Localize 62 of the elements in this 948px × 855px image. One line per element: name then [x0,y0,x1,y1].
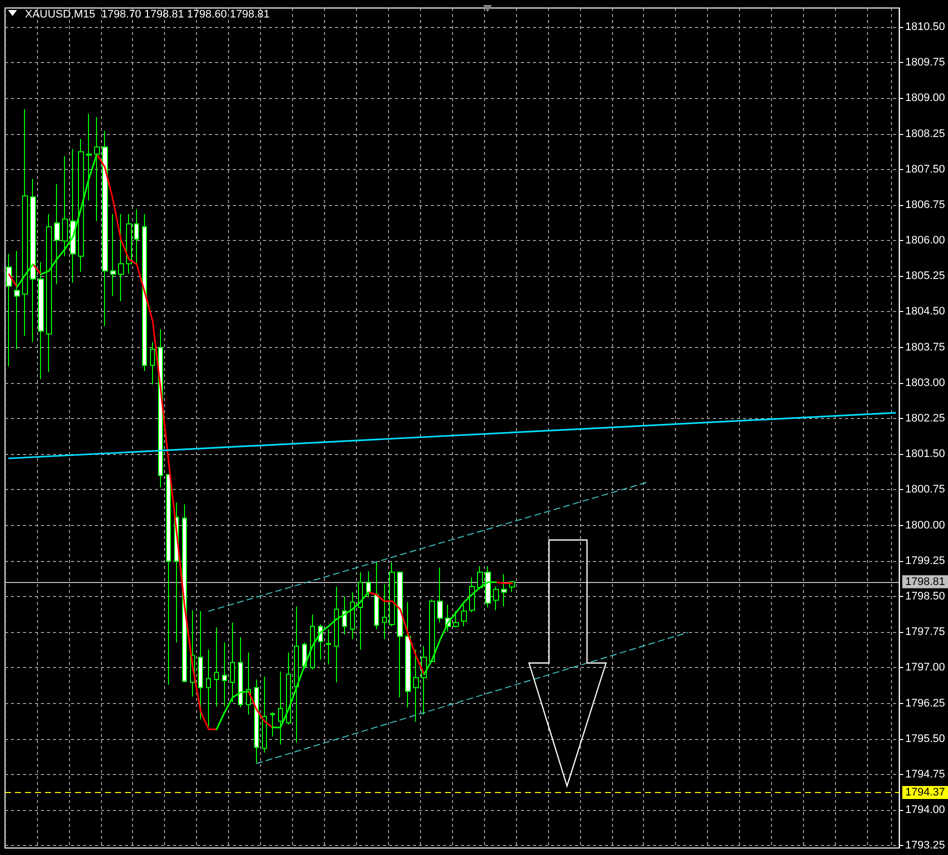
candlestick [382,584,387,640]
y-tick-label: 1797.00 [905,662,946,674]
candlestick [182,504,187,683]
y-tick-label: 1797.75 [905,626,946,638]
y-tick-label: 1807.50 [905,163,946,176]
y-tick-label: 1796.25 [905,697,946,710]
candlestick [262,676,267,754]
candlestick [198,610,203,720]
candlestick [286,652,291,726]
candlestick [493,586,499,611]
candlestick [214,626,219,708]
line-series [96,153,218,730]
y-tick-label: 1806.00 [905,234,946,247]
y-tick-label: 1809.00 [905,92,946,104]
candlestick [150,342,155,385]
candlestick [397,570,403,698]
y-tick-label: 1794.75 [905,768,946,780]
y-tick-label: 1800.00 [905,519,946,532]
y-tick-label: 1808.25 [905,128,946,140]
candlestick [453,610,459,628]
chart-title: XAUUSD,M15 1798.70 1798.81 1798.60 1798.81 [25,8,270,20]
candlestick [126,213,132,274]
y-tick-label: 1794.00 [905,804,946,816]
y-tick-label: 1803.00 [905,376,946,389]
candlestick [254,679,259,764]
candlestick [142,213,147,372]
ref-line-label: 1798.81 [905,576,946,588]
candlestick [118,213,124,302]
candlestick [413,649,419,722]
ref-line-label: 1794.37 [905,786,946,798]
y-tick-label: 1809.75 [905,56,946,69]
y-tick-label: 1799.25 [905,554,946,567]
line-series [367,591,425,676]
y-tick-label: 1795.50 [905,732,946,745]
candlestick [110,213,116,297]
candlestick [166,474,171,686]
y-tick-label: 1798.50 [905,590,946,602]
candlestick [62,156,68,257]
line-series [248,690,274,728]
candlestick [206,649,211,728]
y-tick-label: 1804.50 [905,306,946,318]
candlestick [326,628,331,665]
y-tick-label: 1800.75 [905,484,946,496]
y-tick-label: 1805.25 [905,270,946,282]
y-tick-label: 1803.75 [905,341,946,354]
candlestick [102,130,108,326]
candlestick [222,642,227,708]
candlestick [461,604,467,627]
candlestick [405,602,411,708]
candlestick [389,562,395,627]
y-tick-label: 1801.50 [905,448,946,460]
candlestick [501,574,507,607]
y-tick-label: 1806.75 [905,198,946,211]
candlestick [342,596,347,635]
candlestick [429,598,435,663]
y-tick-label: 1802.25 [905,412,946,425]
candlestick [374,562,379,630]
candlestick [134,208,139,265]
candlestick [437,567,443,624]
candlestick [310,614,315,670]
y-tick-label: 1793.25 [905,840,946,852]
y-tick-label: 1810.50 [905,20,946,33]
